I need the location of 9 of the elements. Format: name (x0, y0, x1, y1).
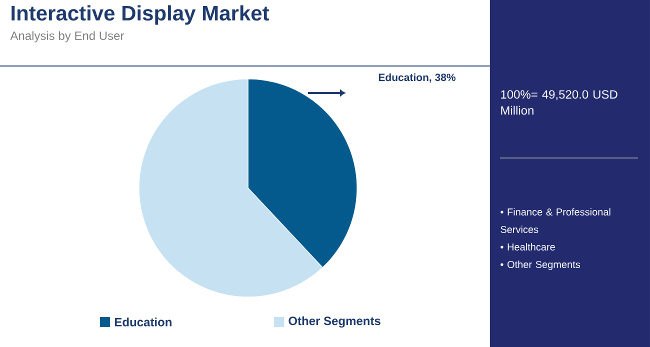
text: • Other Segments (500, 260, 580, 270)
text: 100%= 49,520.0 USD Million (501, 90, 618, 115)
chart-subtitle: Analysis by End User (10, 31, 124, 42)
text: • Healthcare (500, 243, 555, 251)
legend-label: Other Segments (288, 316, 380, 328)
chart-title: Interactive Display Market (12, 5, 270, 25)
legend-label: Education (115, 318, 172, 326)
data-label: Education, 38% (378, 73, 456, 83)
text: • Finance & Professional Services (500, 208, 610, 234)
